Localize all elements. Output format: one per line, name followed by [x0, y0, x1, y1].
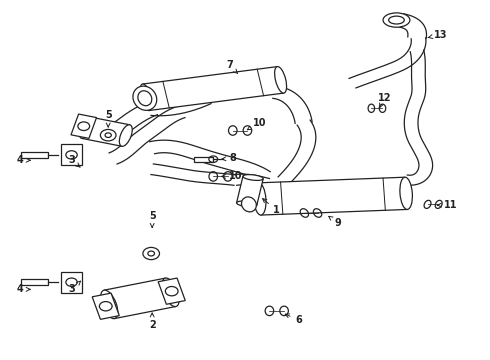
- Ellipse shape: [243, 175, 263, 180]
- Ellipse shape: [237, 201, 257, 207]
- Ellipse shape: [253, 183, 266, 215]
- Polygon shape: [61, 144, 82, 165]
- Text: 1: 1: [263, 199, 280, 216]
- Polygon shape: [158, 278, 185, 304]
- Polygon shape: [143, 67, 284, 111]
- Ellipse shape: [274, 67, 287, 93]
- Ellipse shape: [383, 13, 410, 27]
- Polygon shape: [82, 117, 130, 146]
- Text: 9: 9: [329, 216, 341, 228]
- Text: 4: 4: [17, 155, 30, 165]
- Text: 10: 10: [247, 118, 267, 130]
- Polygon shape: [259, 177, 407, 215]
- Ellipse shape: [400, 177, 413, 210]
- Text: 2: 2: [149, 313, 155, 330]
- Text: 3: 3: [68, 281, 80, 294]
- Ellipse shape: [140, 84, 152, 111]
- Text: 5: 5: [149, 211, 155, 227]
- Polygon shape: [104, 278, 176, 319]
- Text: 10: 10: [221, 171, 242, 181]
- Ellipse shape: [242, 197, 256, 212]
- Polygon shape: [194, 157, 213, 162]
- Ellipse shape: [162, 278, 179, 307]
- Text: 13: 13: [428, 30, 447, 40]
- Polygon shape: [92, 293, 119, 319]
- Ellipse shape: [138, 91, 152, 106]
- Polygon shape: [71, 114, 97, 138]
- Text: 3: 3: [68, 155, 80, 167]
- Text: 7: 7: [226, 60, 238, 73]
- Ellipse shape: [389, 16, 404, 24]
- Text: 11: 11: [438, 200, 457, 210]
- Ellipse shape: [120, 125, 132, 146]
- Polygon shape: [61, 272, 82, 293]
- Ellipse shape: [101, 290, 118, 319]
- Text: 6: 6: [285, 314, 302, 325]
- Text: 12: 12: [377, 93, 391, 108]
- Polygon shape: [22, 279, 49, 285]
- Polygon shape: [22, 152, 49, 158]
- Polygon shape: [237, 176, 263, 205]
- Ellipse shape: [79, 117, 92, 139]
- Ellipse shape: [133, 86, 157, 110]
- Text: 5: 5: [105, 111, 112, 127]
- Text: 4: 4: [17, 284, 30, 294]
- Text: 8: 8: [222, 153, 236, 163]
